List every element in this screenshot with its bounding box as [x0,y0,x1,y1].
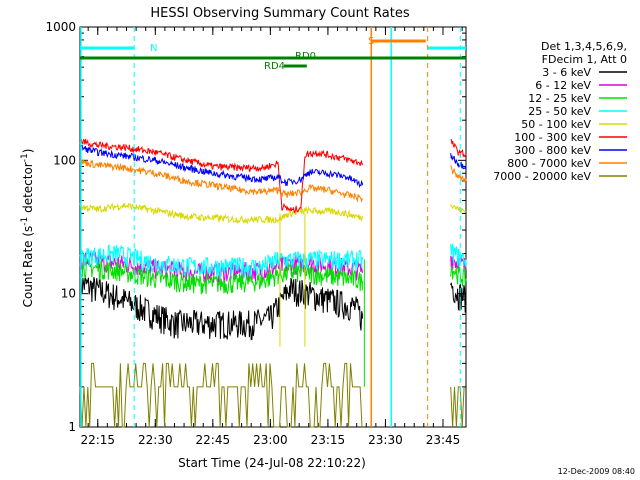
chart-title: HESSI Observing Summary Count Rates [150,6,409,21]
series-line-800-7000-kev [79,158,363,203]
y-tick-label: 100 [53,153,76,167]
series-line-800-7000-kev-b [450,165,467,183]
annotation-rd0: RD0 [295,51,316,62]
y-axis-label: Count Rate (s-1 detector-1) [20,149,35,308]
series-line-7000-20000-kev-b [450,386,465,428]
annotation-s: S [368,36,374,47]
timestamp: 12-Dec-2009 08:40 [558,467,635,476]
x-tick-label: 23:00 [253,433,288,447]
x-tick-label: 23:45 [426,433,461,447]
legend-header-1: Det 1,3,4,5,6,9, [541,40,627,53]
series-line-3-6-kev-b [450,282,467,313]
series-line-100-300-kev-b [450,139,467,158]
series-line-50-100-kev-b [450,204,467,214]
series-line-7000-20000-kev [79,362,363,428]
axis-ticks: 1 10 100 1000 22:15 22:30 22:45 23:00 23:15 23:30… [45,20,466,447]
y-axis-label-part2: detector [21,162,35,217]
y-tick-label: 1 [68,420,76,434]
legend-label: 7000 - 20000 keV [493,170,591,183]
series-line-25-50-kev-b [450,242,467,268]
y-axis-label-sup1: -1 [20,217,30,226]
legend-label: 50 - 100 keV [521,118,591,131]
legend-label: 300 - 800 keV [514,144,591,157]
x-axis-label: Start Time (24-Jul-08 22:10:22) [178,456,366,470]
series-line-12-25-kev [79,256,363,295]
annotation-n: N [150,43,157,54]
y-axis-label-part1: Count Rate (s [21,226,35,308]
series-line-100-300-kev [79,138,363,214]
series-line-300-800-kev [79,144,363,189]
plot-frame [79,26,467,428]
legend-label: 3 - 6 keV [542,66,591,79]
x-tick-label: 22:45 [196,433,231,447]
legend-label: 6 - 12 keV [535,79,591,92]
series-line-12-25-kev-b [450,265,467,287]
x-tick-label: 22:30 [138,433,173,447]
series-line-25-50-kev [79,244,363,278]
series-line-3-6-kev [79,272,363,341]
legend-label: 100 - 300 keV [514,131,591,144]
legend-label: 800 - 7000 keV [507,157,591,170]
x-tick-label: 22:15 [80,433,115,447]
y-axis-label-part3: ) [21,149,35,154]
legend: Det 1,3,4,5,6,9, FDecim 1, Att 0 3 - 6 k… [493,40,627,183]
chart-overlay [80,27,466,427]
x-tick-label: 23:30 [368,433,403,447]
chart-marks [79,138,467,428]
legend-header-2: FDecim 1, Att 0 [542,53,627,66]
x-tick-label: 23:15 [311,433,346,447]
series-line-300-800-kev-b [450,153,467,170]
annotation-rd4: RD4 [264,61,285,72]
y-tick-label: 1000 [45,20,76,34]
y-axis-label-sup2: -1 [20,153,30,162]
series-line-50-100-kev [79,202,363,225]
legend-label: 25 - 50 keV [528,105,591,118]
legend-label: 12 - 25 keV [528,92,591,105]
y-tick-label: 10 [61,287,76,301]
